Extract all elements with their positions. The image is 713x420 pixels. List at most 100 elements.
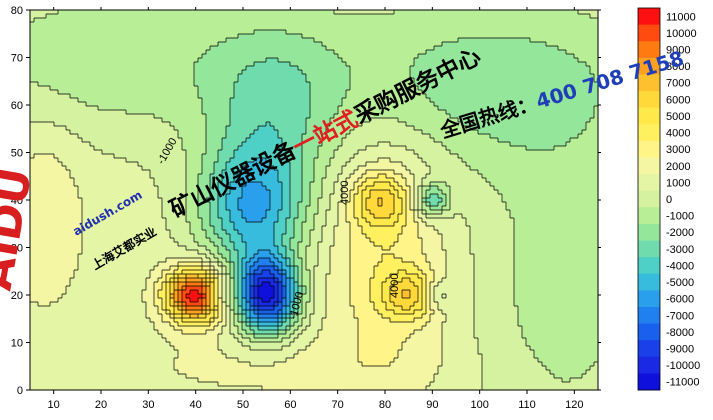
heatmap-cell <box>30 98 35 103</box>
heatmap-cell <box>498 18 503 23</box>
heatmap-cell <box>450 106 455 111</box>
heatmap-cell <box>198 134 203 139</box>
heatmap-cell <box>450 142 455 147</box>
heatmap-cell <box>474 22 479 27</box>
heatmap-cell <box>370 42 375 47</box>
heatmap-cell <box>450 126 455 131</box>
heatmap-cell <box>534 138 539 143</box>
heatmap-cell <box>338 22 343 27</box>
heatmap-cell <box>90 50 95 55</box>
heatmap-cell <box>386 38 391 43</box>
heatmap-cell <box>38 22 43 27</box>
heatmap-cell <box>386 14 391 19</box>
heatmap-cell <box>178 122 183 127</box>
heatmap-cell <box>134 126 139 131</box>
heatmap-cell <box>98 10 103 15</box>
heatmap-cell <box>430 62 435 67</box>
heatmap-cell <box>234 78 239 83</box>
heatmap-cell <box>266 54 271 59</box>
heatmap-cell <box>386 90 391 95</box>
heatmap-cell <box>494 90 499 95</box>
heatmap-cell <box>350 138 355 143</box>
heatmap-cell <box>202 98 207 103</box>
heatmap-cell <box>510 126 515 131</box>
heatmap-cell <box>454 130 459 135</box>
heatmap-cell <box>238 142 243 147</box>
heatmap-cell <box>322 106 327 111</box>
heatmap-cell <box>334 58 339 63</box>
heatmap-cell <box>286 74 291 79</box>
heatmap-cell <box>346 130 351 135</box>
heatmap-cell <box>58 46 63 51</box>
heatmap-cell <box>162 10 167 15</box>
heatmap-cell <box>574 62 579 67</box>
heatmap-cell <box>422 134 427 139</box>
heatmap-cell <box>98 106 103 111</box>
heatmap-cell <box>134 142 139 147</box>
heatmap-cell <box>566 102 571 107</box>
heatmap-cell <box>498 98 503 103</box>
heatmap-cell <box>242 34 247 39</box>
heatmap-cell <box>366 138 371 143</box>
heatmap-cell <box>418 98 423 103</box>
heatmap-cell <box>134 102 139 107</box>
heatmap-cell <box>478 110 483 115</box>
heatmap-cell <box>398 54 403 59</box>
heatmap-cell <box>578 90 583 95</box>
heatmap-cell <box>110 38 115 43</box>
heatmap-cell <box>438 78 443 83</box>
heatmap-cell <box>262 138 267 143</box>
heatmap-cell <box>554 46 559 51</box>
heatmap-cell <box>354 58 359 63</box>
heatmap-cell <box>502 118 507 123</box>
heatmap-cell <box>458 94 463 99</box>
heatmap-cell <box>278 134 283 139</box>
heatmap-cell <box>126 114 131 119</box>
heatmap-cell <box>178 62 183 67</box>
heatmap-cell <box>302 118 307 123</box>
heatmap-cell <box>322 50 327 55</box>
heatmap-cell <box>242 54 247 59</box>
heatmap-cell <box>458 110 463 115</box>
heatmap-cell <box>546 94 551 99</box>
heatmap-cell <box>190 90 195 95</box>
heatmap-cell <box>166 30 171 35</box>
heatmap-cell <box>442 14 447 19</box>
heatmap-cell <box>74 26 79 31</box>
heatmap-cell <box>594 74 599 79</box>
heatmap-cell <box>394 114 399 119</box>
heatmap-cell <box>394 46 399 51</box>
heatmap-cell <box>450 102 455 107</box>
heatmap-cell <box>558 62 563 67</box>
heatmap-cell <box>446 18 451 23</box>
heatmap-cell <box>54 42 59 47</box>
heatmap-cell <box>494 102 499 107</box>
heatmap-cell <box>370 114 375 119</box>
heatmap-cell <box>78 62 83 67</box>
heatmap-cell <box>450 118 455 123</box>
heatmap-cell <box>330 26 335 31</box>
heatmap-cell <box>170 38 175 43</box>
heatmap-cell <box>446 38 451 43</box>
heatmap-cell <box>82 118 87 123</box>
heatmap-cell <box>590 86 595 91</box>
heatmap-cell <box>86 122 91 127</box>
heatmap-cell <box>526 10 531 15</box>
heatmap-cell <box>162 22 167 27</box>
heatmap-cell <box>538 146 543 151</box>
heatmap-cell <box>206 146 211 151</box>
heatmap-cell <box>254 14 259 19</box>
heatmap-cell <box>82 26 87 31</box>
heatmap-cell <box>202 130 207 135</box>
heatmap-cell <box>218 86 223 91</box>
heatmap-cell <box>146 26 151 31</box>
heatmap-cell <box>166 22 171 27</box>
heatmap-cell <box>278 66 283 71</box>
heatmap-cell <box>458 78 463 83</box>
heatmap-cell <box>550 70 555 75</box>
heatmap-cell <box>510 138 515 143</box>
heatmap-cell <box>342 82 347 87</box>
heatmap-cell <box>514 134 519 139</box>
heatmap-cell <box>594 50 599 55</box>
heatmap-cell <box>310 58 315 63</box>
